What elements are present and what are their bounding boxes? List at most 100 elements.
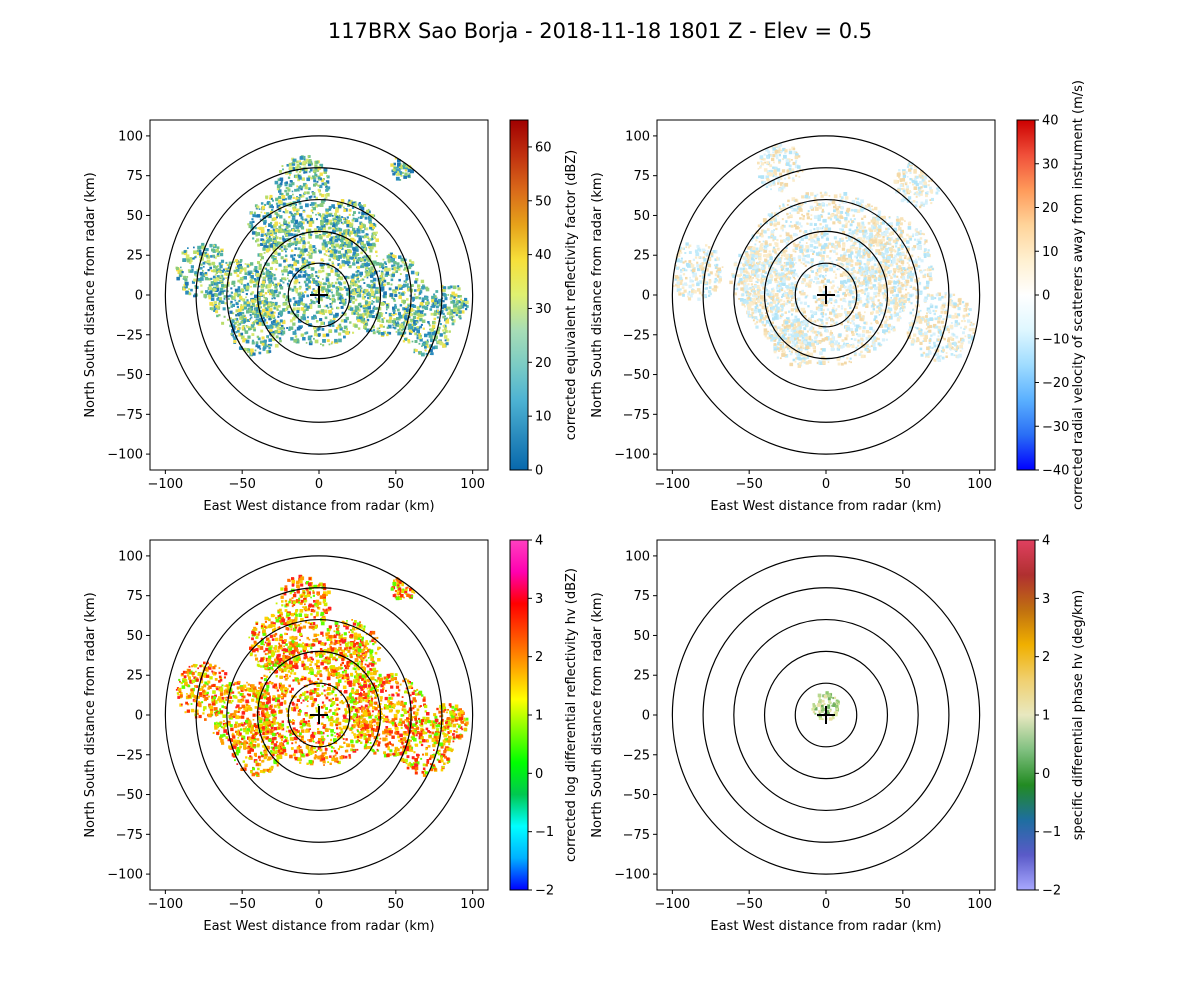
echo-cell bbox=[331, 248, 334, 252]
echo-cell bbox=[877, 332, 880, 335]
echo-cell bbox=[200, 263, 203, 266]
echo-cell bbox=[269, 232, 274, 237]
echo-cell bbox=[314, 172, 317, 175]
echo-cell bbox=[846, 239, 849, 242]
echo-cell bbox=[822, 225, 824, 228]
echo-cell bbox=[293, 259, 298, 263]
echo-cell bbox=[300, 333, 304, 337]
echo-cell bbox=[782, 207, 787, 211]
echo-cell bbox=[370, 245, 374, 250]
echo-cell bbox=[270, 225, 274, 229]
echo-cell bbox=[433, 300, 436, 303]
echo-cell bbox=[351, 288, 354, 291]
echo-cell bbox=[298, 296, 302, 300]
echo-cell bbox=[375, 262, 380, 266]
echo-cell bbox=[299, 301, 303, 305]
echo-cell bbox=[767, 294, 771, 298]
echo-cell bbox=[302, 302, 305, 306]
echo-cell bbox=[396, 323, 400, 327]
echo-cell bbox=[278, 291, 281, 295]
echo-cell bbox=[224, 285, 227, 288]
echo-cell bbox=[326, 339, 330, 343]
echo-cell bbox=[305, 277, 309, 281]
echo-cell bbox=[294, 221, 298, 225]
echo-cell bbox=[842, 292, 845, 296]
echo-cell bbox=[834, 204, 837, 206]
echo-cell bbox=[354, 298, 358, 302]
echo-cell bbox=[797, 352, 802, 357]
echo-cell bbox=[315, 281, 319, 285]
echo-cell bbox=[279, 170, 282, 173]
echo-cell bbox=[305, 228, 310, 233]
echo-cell bbox=[314, 182, 318, 186]
echo-cell bbox=[362, 306, 366, 310]
echo-cell bbox=[249, 314, 252, 317]
echo-cell bbox=[328, 294, 331, 297]
echo-cell bbox=[235, 335, 238, 338]
echo-cell bbox=[340, 218, 342, 221]
echo-cell bbox=[454, 304, 458, 308]
echo-cell bbox=[764, 247, 768, 251]
echo-cell bbox=[230, 305, 233, 308]
echo-cell bbox=[867, 349, 871, 353]
echo-cell bbox=[310, 299, 313, 302]
echo-cell bbox=[339, 244, 343, 247]
echo-cell bbox=[284, 197, 287, 201]
echo-cell bbox=[869, 228, 874, 232]
echo-cell bbox=[750, 308, 754, 311]
echo-cell bbox=[898, 252, 902, 257]
echo-cell bbox=[335, 209, 339, 213]
echo-cell bbox=[266, 212, 270, 216]
echo-cell bbox=[802, 231, 806, 234]
echo-cell bbox=[808, 335, 812, 339]
echo-cell bbox=[272, 246, 277, 251]
echo-cell bbox=[327, 241, 331, 245]
echo-cell bbox=[261, 336, 265, 340]
echo-cell bbox=[273, 244, 275, 246]
echo-cell bbox=[902, 267, 906, 270]
echo-cell bbox=[799, 249, 803, 253]
echo-cell bbox=[205, 255, 209, 258]
echo-cell bbox=[835, 259, 838, 261]
echo-cell bbox=[859, 243, 864, 248]
echo-cell bbox=[859, 206, 863, 210]
echo-cell bbox=[418, 335, 422, 340]
echo-cell bbox=[262, 247, 266, 251]
echo-cell bbox=[748, 314, 751, 317]
echo-cell bbox=[812, 250, 816, 253]
echo-cell bbox=[220, 253, 224, 257]
echo-cell bbox=[368, 292, 371, 295]
echo-cell bbox=[334, 257, 337, 260]
echo-cell bbox=[842, 239, 844, 242]
echo-cell bbox=[295, 170, 298, 173]
echo-cell bbox=[755, 280, 758, 283]
echo-cell bbox=[387, 319, 392, 324]
echo-cell bbox=[810, 269, 812, 272]
echo-cell bbox=[430, 312, 434, 316]
echo-cell bbox=[201, 245, 206, 250]
echo-cell bbox=[358, 202, 361, 205]
echo-cell bbox=[750, 287, 755, 291]
echo-cell bbox=[453, 308, 457, 312]
echo-cell bbox=[822, 244, 825, 247]
echo-cell bbox=[348, 300, 352, 303]
echo-cell bbox=[772, 250, 775, 253]
echo-cell bbox=[890, 328, 893, 331]
echo-cell bbox=[208, 284, 212, 287]
echo-cell bbox=[199, 266, 203, 270]
echo-cell bbox=[355, 246, 359, 250]
echo-cell bbox=[363, 275, 366, 278]
echo-cell bbox=[892, 257, 896, 262]
echo-cell bbox=[340, 255, 344, 258]
echo-cell bbox=[835, 246, 838, 249]
echo-cell bbox=[410, 169, 414, 174]
echo-cell bbox=[395, 331, 398, 333]
echo-cell bbox=[338, 231, 342, 235]
echo-cell bbox=[352, 296, 355, 300]
echo-cell bbox=[785, 296, 789, 300]
echo-cell bbox=[340, 319, 344, 323]
echo-cell bbox=[844, 311, 847, 314]
echo-cell bbox=[326, 294, 330, 298]
echo-cell bbox=[835, 240, 838, 244]
echo-cell bbox=[794, 250, 797, 253]
